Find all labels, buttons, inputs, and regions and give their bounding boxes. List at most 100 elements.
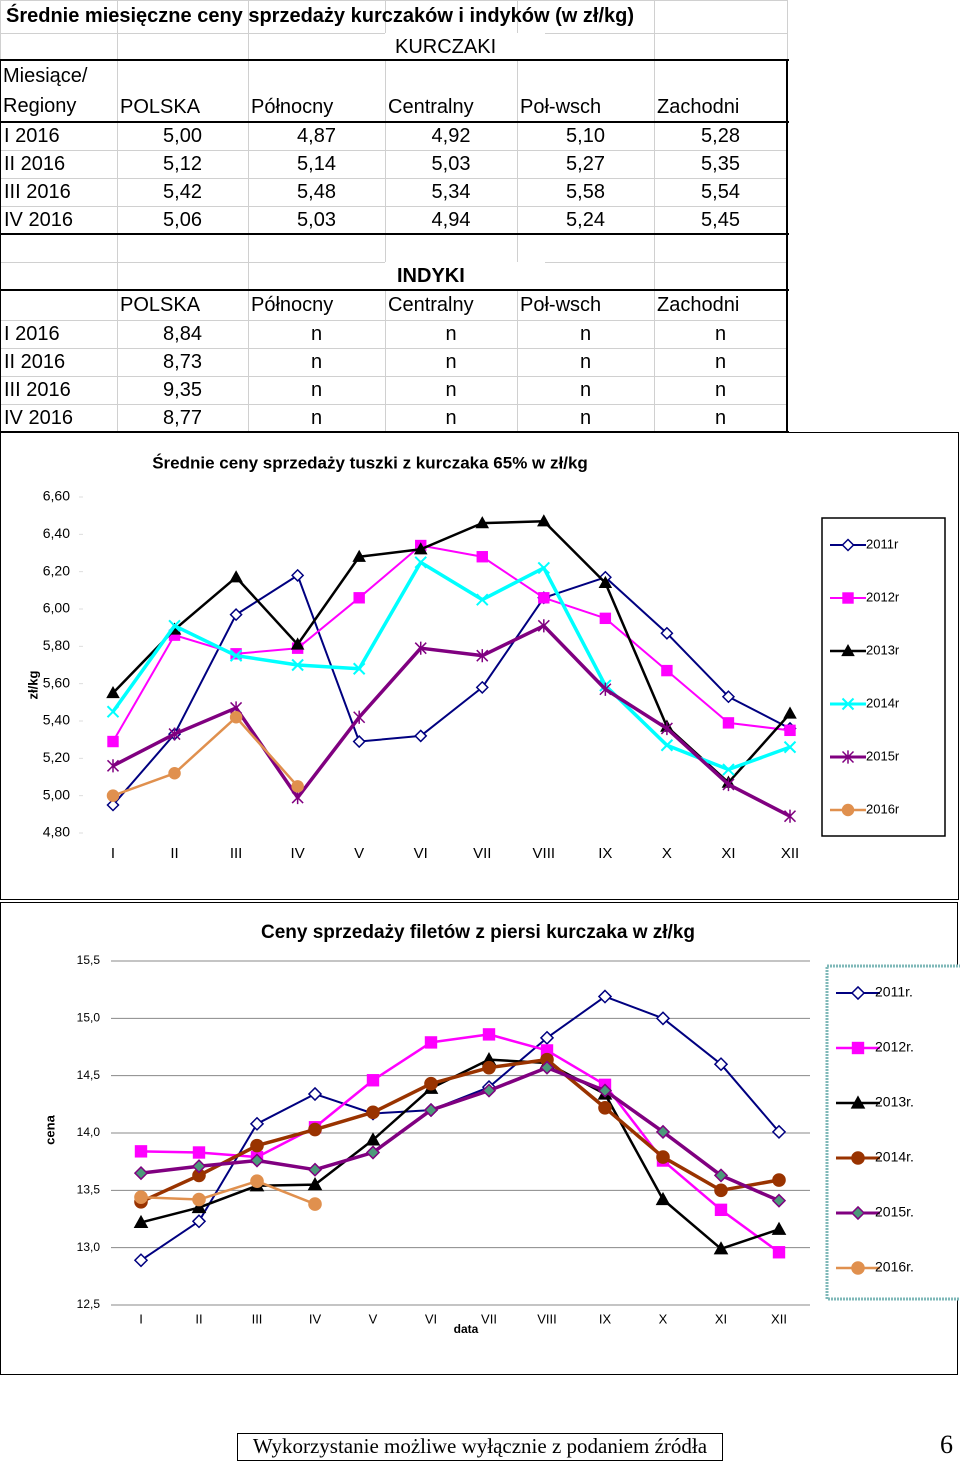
rule [0,320,787,321]
data-point [721,690,736,704]
data-point [106,705,120,718]
column-header: Poł-wsch [520,95,602,118]
table-value: n [310,350,323,373]
data-point [291,780,304,793]
section-heading: INDYKI [385,262,545,290]
data-point [539,1030,555,1045]
legend-label: 2016r. [875,1259,914,1275]
rule [0,59,789,61]
data-point [424,1076,438,1091]
legend-label: 2011r. [875,984,913,1000]
data-point [106,759,120,773]
y-tick-label: 6,00 [43,600,70,616]
x-tick-label: II [195,1311,202,1326]
table-value: n [445,406,457,429]
y-tick-label: 5,20 [43,749,70,765]
data-point [414,556,427,569]
x-tick-label: X [659,1311,668,1326]
table-value: 5,00 [163,124,202,147]
rule [0,150,787,151]
data-point [168,767,181,780]
table-value: n [310,406,323,429]
source-note: Wykorzystanie możliwe wyłącznie z podani… [237,1433,723,1461]
legend-label: 2015r [866,748,900,763]
rule [0,233,789,235]
data-point [598,1100,612,1115]
column-header: Poł-wsch [520,293,602,316]
legend-label: 2011r [866,536,899,551]
legend-label: 2014r. [875,1149,914,1165]
series-line [112,624,791,818]
column-header: Zachodni [657,293,740,316]
rule [0,206,787,207]
data-point [783,706,797,719]
legend-marker [850,1095,866,1109]
legend-marker [850,985,866,1001]
table-value: 8,84 [163,322,202,345]
y-tick-label: 5,60 [43,674,70,690]
x-tick-label: IV [309,1311,322,1326]
legend-marker [841,803,855,817]
data-point [353,592,365,604]
legend-label: 2016r [866,801,900,816]
x-tick-label: IX [599,1311,612,1326]
data-point [482,1060,496,1075]
row-label: I 2016 [4,322,60,345]
data-point [655,1011,671,1026]
data-point [424,1036,438,1049]
table-value: 8,77 [163,406,202,429]
column-header: POLSKA [120,95,201,118]
table-value: 4,94 [431,208,471,231]
data-point [191,1214,207,1229]
legend-label: 2013r [866,642,900,657]
x-axis-label: data [454,1322,479,1336]
data-point [597,1083,613,1098]
table-value: 5,12 [163,152,202,175]
chart-fillet: Ceny sprzedaży filetów z piersi kurczaka… [0,902,960,1375]
x-tick-label: I [139,1311,143,1326]
data-point [191,1199,207,1214]
data-point [597,989,613,1004]
data-point [714,1183,728,1198]
data-point [475,516,490,529]
table-value: 5,34 [431,180,471,203]
data-point [366,1074,380,1087]
data-point [366,1105,380,1120]
legend-marker [841,697,855,711]
rule [786,60,788,432]
chart-title: Ceny sprzedaży filetów z piersi kurczaka… [261,922,695,943]
data-point [307,1162,323,1177]
rule [0,121,789,123]
legend-marker [842,592,854,604]
data-point [771,1124,787,1139]
rule [0,376,787,377]
data-point [413,542,428,555]
x-tick-label: III [252,1311,263,1326]
series-line [112,574,791,806]
data-point [133,1166,149,1181]
row-label: II 2016 [4,152,66,175]
data-point [414,729,428,743]
data-point [713,1168,729,1183]
data-point [655,1191,671,1206]
column-header: Zachodni [657,95,740,118]
table-value: 5,03 [297,208,336,231]
data-point [476,649,489,663]
data-point [772,1173,786,1187]
table-value: n [714,350,727,373]
data-point [783,740,797,754]
data-point [250,1138,264,1153]
x-tick-label: XII [781,845,799,862]
x-tick-label: X [662,845,672,862]
data-point [660,739,674,752]
data-point [250,1174,264,1188]
table-value: 5,42 [163,180,202,203]
table-value: n [445,378,457,401]
table-value: 5,35 [701,152,740,175]
data-point [475,680,489,694]
y-tick-label: 4,80 [43,824,70,840]
legend-label: 2014r [866,695,900,710]
data-point [661,664,673,677]
data-point [352,734,366,749]
table-value: n [579,322,592,345]
